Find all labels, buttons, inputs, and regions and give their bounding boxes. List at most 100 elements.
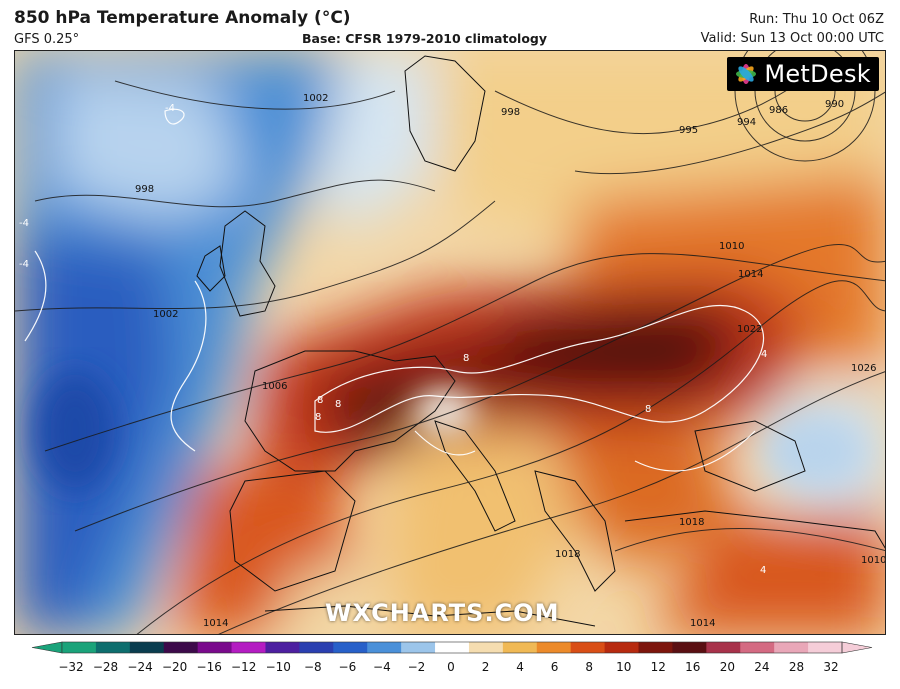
scale-cell bbox=[231, 642, 266, 653]
scale-tick-label: −8 bbox=[303, 660, 322, 674]
isobar-label: 998 bbox=[501, 107, 520, 118]
isobar-label: 1010 bbox=[719, 241, 744, 252]
scale-cell bbox=[808, 642, 843, 653]
scale-cell bbox=[638, 642, 673, 653]
scale-tick-label: −32 bbox=[58, 660, 84, 674]
scale-cell bbox=[706, 642, 741, 653]
anomaly-label: -4 bbox=[165, 103, 175, 114]
scale-cell bbox=[129, 642, 165, 653]
watermark: WXCHARTS.COM bbox=[325, 599, 560, 627]
anomaly-label: 8 bbox=[315, 412, 321, 423]
isobar-label: 1002 bbox=[303, 93, 328, 104]
scale-tick-label: 6 bbox=[550, 660, 559, 674]
scandinavia-coast bbox=[404, 55, 486, 172]
chart-title: 850 hPa Temperature Anomaly (°C) bbox=[14, 8, 351, 28]
scale-tick-label: 10 bbox=[616, 660, 632, 674]
isobars bbox=[15, 51, 885, 634]
ireland-coast bbox=[196, 245, 226, 292]
map-canvas: 1002 998 1002 1006 1010 1014 1018 1022 1… bbox=[15, 51, 886, 634]
scale-tick-label: 4 bbox=[516, 660, 524, 674]
scale-tick-label: 2 bbox=[481, 660, 490, 674]
scale-cell bbox=[672, 642, 707, 653]
scale-tick-label: 8 bbox=[585, 660, 593, 674]
anomaly-label: 4 bbox=[760, 565, 766, 576]
north-africa-coast bbox=[264, 605, 596, 627]
scale-cell bbox=[299, 642, 334, 653]
anomaly-label: 8 bbox=[463, 353, 469, 364]
scale-tick-label: 28 bbox=[788, 660, 805, 674]
scale-cell bbox=[502, 642, 538, 653]
isobar-label: 1010 bbox=[861, 555, 886, 566]
scale-cell bbox=[774, 642, 809, 653]
metdesk-flower-icon bbox=[736, 64, 757, 84]
scale-frame bbox=[61, 641, 843, 654]
scale-tick-label: 16 bbox=[685, 660, 701, 674]
black-sea-coast bbox=[694, 420, 806, 492]
british-isles-coast bbox=[219, 210, 276, 317]
scale-tick-label: 20 bbox=[719, 660, 735, 674]
scale-cell bbox=[333, 642, 368, 653]
anomaly-label: -4 bbox=[19, 218, 29, 229]
model-label: GFS 0.25° bbox=[14, 32, 80, 47]
color-scale-cells bbox=[31, 641, 873, 654]
isobar-label: 1002 bbox=[153, 309, 178, 320]
scale-cell bbox=[95, 642, 131, 653]
scale-cell bbox=[265, 642, 300, 653]
isobar-label: 1014 bbox=[738, 269, 763, 280]
isobar-label: 1014 bbox=[203, 618, 228, 629]
scale-cell bbox=[604, 642, 640, 653]
anomaly-contours bbox=[24, 108, 765, 472]
valid-time-label: Valid: Sun 13 Oct 00:00 UTC bbox=[700, 31, 884, 46]
isobar-label: 1026 bbox=[851, 363, 876, 374]
anomaly-label: 8 bbox=[317, 395, 323, 406]
scale-cell bbox=[468, 642, 504, 653]
isobar-label: 998 bbox=[135, 184, 154, 195]
iberia-coast bbox=[229, 470, 356, 592]
scale-tick-label: −4 bbox=[373, 660, 391, 674]
coastlines bbox=[196, 55, 885, 627]
scale-cell bbox=[570, 642, 606, 653]
western-europe-coast bbox=[244, 350, 456, 472]
scale-cell bbox=[740, 642, 775, 653]
isobar-label: 1014 bbox=[690, 618, 715, 629]
metdesk-logo: MetDesk bbox=[727, 57, 879, 91]
climatology-base-label: Base: CFSR 1979-2010 climatology bbox=[302, 31, 548, 46]
isobar-label: 1018 bbox=[555, 549, 580, 560]
balkans-coast bbox=[534, 470, 616, 592]
scale-cell bbox=[163, 642, 199, 653]
anomaly-label: 8 bbox=[645, 404, 651, 415]
scale-tick-label: −16 bbox=[196, 660, 222, 674]
anomaly-label: 8 bbox=[335, 399, 341, 410]
anomaly-map: 1002 998 1002 1006 1010 1014 1018 1022 1… bbox=[14, 50, 886, 635]
logo-text: MetDesk bbox=[764, 60, 871, 88]
color-scale-bar bbox=[31, 641, 873, 654]
scale-cell bbox=[401, 642, 436, 653]
isobar-label: 990 bbox=[825, 99, 844, 110]
isobar-label: 1018 bbox=[679, 517, 704, 528]
scale-cell bbox=[62, 642, 97, 653]
scale-arrow-min bbox=[31, 641, 63, 654]
scale-tick-label: −10 bbox=[265, 660, 291, 674]
isobar-label: 1022 bbox=[737, 324, 762, 335]
scale-tick-label: −28 bbox=[92, 660, 119, 674]
scale-tick-label: −24 bbox=[127, 660, 153, 674]
scale-cell bbox=[536, 642, 572, 653]
anomaly-label: 4 bbox=[761, 349, 767, 360]
run-time-label: Run: Thu 10 Oct 06Z bbox=[749, 12, 884, 27]
scale-tick-label: 24 bbox=[754, 660, 770, 674]
isobar-label: 994 bbox=[737, 117, 756, 128]
isobar-label: 986 bbox=[769, 105, 788, 116]
scale-tick-label: 0 bbox=[447, 660, 455, 674]
anomaly-field-shading bbox=[15, 51, 885, 634]
scale-cell bbox=[435, 642, 470, 653]
scale-tick-label: 12 bbox=[650, 660, 666, 674]
anatolia-coast bbox=[624, 510, 885, 549]
italy-coast bbox=[434, 420, 516, 532]
scale-tick-label: −2 bbox=[407, 660, 426, 674]
isobar-label: 1006 bbox=[262, 381, 287, 392]
scale-tick-label: −12 bbox=[231, 660, 257, 674]
anomaly-field-detail bbox=[35, 371, 865, 491]
isobar-label-group: 1002 998 1002 1006 1010 1014 1018 1022 1… bbox=[135, 93, 886, 629]
scale-tick-label: −6 bbox=[338, 660, 357, 674]
anomaly-label: -4 bbox=[19, 259, 29, 270]
